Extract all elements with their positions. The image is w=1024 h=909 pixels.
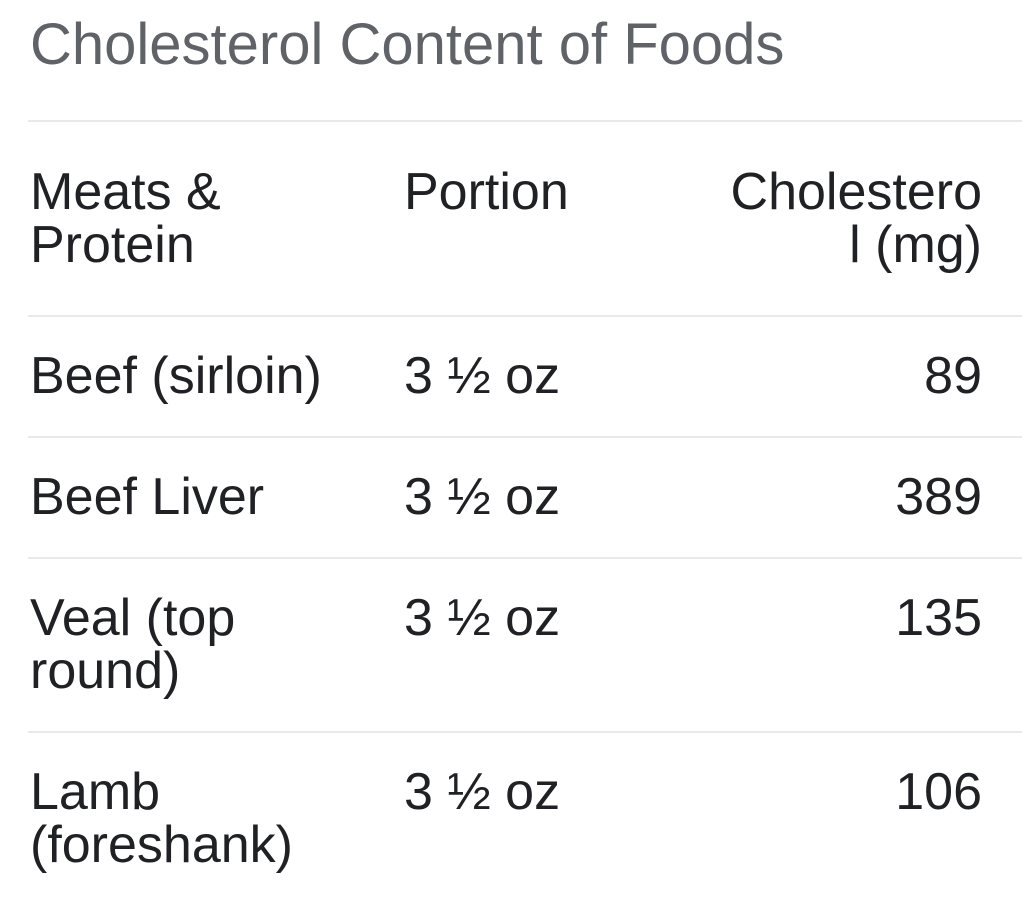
cholesterol-table: Meats & Protein Portion Cholesterol (mg)…	[28, 120, 1022, 905]
portion-cell: 3 ½ oz	[360, 436, 726, 558]
portion-cell: 3 ½ oz	[360, 731, 726, 905]
food-cell: Beef (sirloin)	[28, 315, 360, 437]
food-cell: Veal (top round)	[28, 557, 360, 732]
column-header-cholesterol-mg: Cholesterol (mg)	[726, 120, 1022, 316]
table-row: Beef (sirloin) 3 ½ oz 89	[28, 315, 1022, 437]
table-row: Beef Liver 3 ½ oz 389	[28, 436, 1022, 558]
column-header-portion: Portion	[360, 120, 726, 316]
table-row: Veal (top round) 3 ½ oz 135	[28, 557, 1022, 732]
food-cell: Lamb (foreshank)	[28, 731, 360, 905]
cholesterol-cell: 135	[726, 557, 1022, 732]
cholesterol-cell: 89	[726, 315, 1022, 437]
page-title: Cholesterol Content of Foods	[30, 12, 785, 77]
column-header-meats-protein: Meats & Protein	[28, 120, 360, 316]
portion-cell: 3 ½ oz	[360, 557, 726, 732]
cholesterol-cell: 389	[726, 436, 1022, 558]
table-row: Lamb (foreshank) 3 ½ oz 106	[28, 731, 1022, 905]
cholesterol-cell: 106	[726, 731, 1022, 905]
table-header-row: Meats & Protein Portion Cholesterol (mg)	[28, 120, 1022, 316]
food-cell: Beef Liver	[28, 436, 360, 558]
portion-cell: 3 ½ oz	[360, 315, 726, 437]
